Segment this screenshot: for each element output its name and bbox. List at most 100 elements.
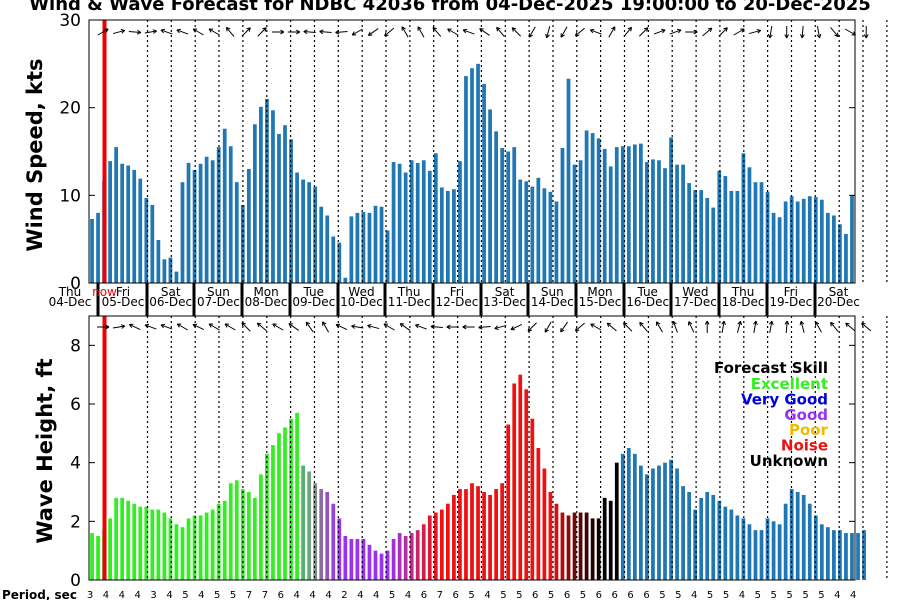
wave-bar [596, 518, 601, 580]
wind-bar [132, 169, 137, 283]
wave-bar [614, 462, 619, 580]
wave-direction-arrow [367, 324, 380, 330]
wave-arrow-head [623, 322, 628, 325]
wave-bar [771, 521, 776, 580]
wave-arrow-head [740, 321, 742, 326]
day-separator [288, 283, 292, 316]
wave-arrow-head [527, 327, 530, 332]
wave-arrow-shaft [830, 322, 839, 332]
period-label: 4 [294, 590, 300, 600]
wind-bar [150, 204, 155, 283]
wind-bar [699, 190, 704, 283]
wind-arrow-head [319, 31, 324, 35]
wave-arrow-head [622, 322, 626, 327]
wind-arrow-head [800, 34, 803, 39]
wave-arrow-head [105, 326, 110, 330]
wind-arrow-shaft [257, 27, 267, 37]
wind-arrow-head [709, 27, 713, 33]
day-label-date: 19-Dec [769, 295, 812, 309]
wave-bar [168, 518, 173, 580]
wave-bar [470, 483, 474, 580]
wave-arrow-head [494, 328, 499, 330]
wind-bar [560, 147, 565, 283]
day-label-weekday: Sun [541, 285, 564, 299]
wind-bar [458, 161, 462, 283]
wind-bar [578, 160, 583, 283]
wind-arrow-shaft [208, 28, 220, 36]
wind-arrow-shaft [447, 28, 459, 36]
wind-arrow-shaft [653, 29, 666, 35]
wave-bar [283, 427, 287, 580]
wind-direction-arrow [447, 28, 459, 36]
wind-bar [114, 147, 119, 283]
wave-arrow-head [144, 324, 149, 329]
wind-arrow-head [630, 27, 633, 32]
wave-bar [222, 500, 227, 580]
wind-arrow-head [262, 27, 267, 30]
wave-bar [795, 492, 800, 580]
wave-bar [319, 489, 324, 580]
wave-arrow-shaft [560, 321, 568, 333]
wave-bar [271, 445, 275, 580]
period-label: 4 [309, 590, 315, 600]
wind-bar [717, 170, 722, 283]
wave-direction-arrow [784, 320, 790, 334]
day-label-date: 17-Dec [674, 295, 717, 309]
wave-bar [723, 506, 728, 580]
wind-direction-arrow [844, 28, 856, 36]
wind-arrow-head [590, 28, 595, 31]
wind-arrow-shaft [128, 30, 141, 34]
wind-bar [681, 164, 685, 283]
period-label: 6 [532, 590, 538, 600]
wind-arrow-head [160, 29, 164, 34]
day-label-date: 16-Dec [626, 295, 669, 309]
wave-bar [862, 530, 866, 580]
wave-arrow-head [160, 323, 165, 326]
day-label-date: 12-Dec [435, 295, 478, 309]
wind-bar [542, 188, 547, 283]
period-label: 6 [421, 590, 427, 600]
wind-direction-arrow [639, 27, 649, 37]
wind-bar [819, 199, 824, 283]
wave-direction-arrow [736, 320, 742, 333]
wave-bar [421, 524, 426, 580]
wave-direction-arrow [97, 324, 110, 330]
wave-bar [675, 468, 679, 580]
wind-arrow-head [865, 34, 869, 39]
day-separator [336, 283, 340, 316]
wind-arrow-head [401, 26, 406, 30]
wind-direction-arrow [225, 26, 235, 37]
wind-direction-arrow [685, 29, 698, 35]
wind-bar [343, 277, 348, 283]
wind-arrow-head [574, 31, 578, 37]
wind-bar [373, 205, 378, 283]
period-label: 5 [548, 590, 554, 600]
wave-arrow-head [208, 323, 212, 328]
wave-arrow-shaft [399, 323, 411, 331]
wind-bar [807, 196, 812, 283]
wind-bar [801, 198, 806, 283]
wave-bar [832, 530, 836, 580]
wind-arrow-head [176, 29, 180, 34]
wave-direction-arrow [288, 323, 299, 331]
wave-bar [669, 459, 673, 580]
wind-direction-arrow [271, 29, 285, 35]
wind-arrow-head [707, 27, 712, 30]
period-label: 5 [755, 590, 761, 600]
wind-bar [753, 182, 758, 283]
wind-direction-arrow [718, 27, 728, 37]
wave-arrow-head [256, 322, 260, 328]
wind-arrow-shaft [319, 30, 332, 34]
wind-arrow-head [741, 28, 745, 33]
period-label: 3 [150, 590, 156, 600]
period-label: 6 [612, 590, 618, 600]
wave-bar [90, 533, 94, 580]
wind-bar [524, 181, 529, 283]
wave-arrow-head [830, 322, 832, 327]
wind-arrow-head [816, 34, 820, 39]
wind-y-tick-label: 0 [70, 274, 81, 294]
wind-arrow-head [432, 26, 437, 30]
wave-arrow-head [861, 322, 866, 325]
wind-arrow-head [447, 28, 451, 33]
wave-bar [156, 509, 161, 580]
